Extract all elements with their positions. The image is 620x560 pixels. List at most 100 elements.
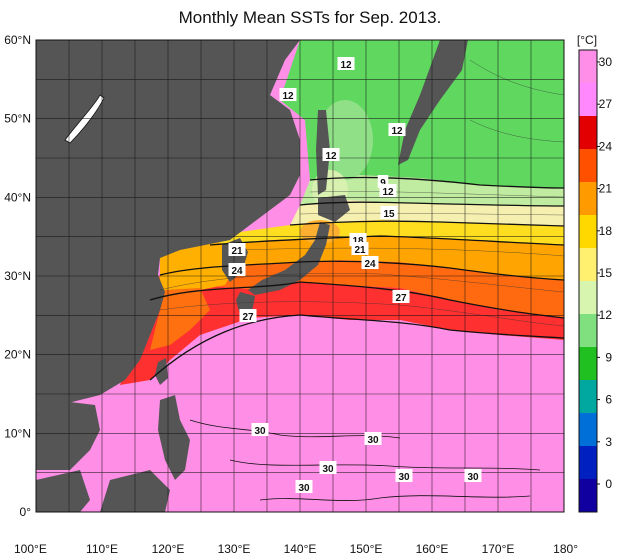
isotherm-label: 12 xyxy=(337,57,355,71)
isotherm-label: 27 xyxy=(239,309,257,323)
colorbar-tick-label: 9 xyxy=(605,350,612,364)
svg-text:27: 27 xyxy=(242,312,254,323)
isotherm-label: 30 xyxy=(395,469,413,483)
isotherm-label: 12 xyxy=(388,123,406,137)
latitude-tick-label: 50°N xyxy=(4,112,31,126)
isotherm-label: 12 xyxy=(279,88,297,102)
svg-text:30: 30 xyxy=(467,472,479,483)
svg-text:12: 12 xyxy=(382,187,394,198)
colorbar-swatch xyxy=(579,248,597,282)
isotherm-label: 21 xyxy=(228,243,246,257)
colorbar-swatch xyxy=(579,116,597,150)
svg-text:24: 24 xyxy=(231,266,243,277)
latitude-labels: 60°N 50°N 40°N 30°N 20°N 10°N 0° xyxy=(4,33,31,519)
band-15 xyxy=(290,200,564,226)
isotherm-label: 30 xyxy=(464,469,482,483)
latitude-tick-label: 60°N xyxy=(4,33,31,47)
colorbar-swatch xyxy=(579,347,597,381)
svg-text:30: 30 xyxy=(298,483,310,494)
colorbar-swatch xyxy=(579,83,597,117)
colorbar-swatch xyxy=(579,182,597,216)
colorbar-tick-label: 6 xyxy=(605,393,612,407)
svg-text:30: 30 xyxy=(367,435,379,446)
longitude-tick-label: 140°E xyxy=(284,542,317,556)
fine-contours xyxy=(159,59,564,327)
longitude-tick-label: 110°E xyxy=(86,542,118,556)
longitude-tick-label: 160°E xyxy=(416,542,449,556)
svg-text:18: 18 xyxy=(352,236,364,247)
colorbar-tick-label: 27 xyxy=(599,97,613,111)
philippines xyxy=(158,395,190,480)
latitude-tick-label: 30°N xyxy=(4,269,31,283)
hokkaido xyxy=(318,195,350,222)
svg-text:12: 12 xyxy=(391,126,403,137)
longitude-tick-label: 120°E xyxy=(152,542,185,556)
isotherm-label: 24 xyxy=(361,256,379,270)
latitude-tick-label: 40°N xyxy=(4,190,31,204)
colorbar-tick-label: 12 xyxy=(599,308,613,322)
band-27 xyxy=(120,282,564,385)
honshu xyxy=(248,222,330,295)
svg-text:30: 30 xyxy=(254,426,266,437)
colorbar-swatch xyxy=(579,50,597,84)
latitude-tick-label: 20°N xyxy=(4,348,31,362)
svg-text:15: 15 xyxy=(383,209,395,220)
colorbar-swatch xyxy=(579,281,597,315)
china-coast-orange xyxy=(150,288,210,350)
isotherm-label: 24 xyxy=(228,263,246,277)
band-18 xyxy=(210,220,564,245)
isotherm-label: 12 xyxy=(379,184,397,198)
colorbar-tick-label: 3 xyxy=(605,435,612,449)
isotherm-label: 9 xyxy=(377,175,389,189)
colorbar-swatch xyxy=(579,314,597,348)
isotherm-label: 30 xyxy=(364,432,382,446)
colorbar-swatch xyxy=(579,215,597,249)
map-frame xyxy=(35,39,565,513)
svg-text:12: 12 xyxy=(282,91,294,102)
band-24 xyxy=(150,260,564,318)
colorbar-swatch xyxy=(579,479,597,513)
isotherm-label: 15 xyxy=(380,206,398,220)
isotherm-label: 30 xyxy=(319,461,337,475)
longitude-tick-label: 130°E xyxy=(218,542,251,556)
taiwan xyxy=(155,358,168,385)
colorbar-swatch xyxy=(579,413,597,447)
lake-baikal xyxy=(64,94,105,144)
longitude-labels: 100°E 110°E 120°E 130°E 140°E 150°E 160°E 170°E… xyxy=(14,542,578,556)
kamchatka xyxy=(398,40,468,165)
svg-text:30: 30 xyxy=(398,472,410,483)
colorbar-swatch xyxy=(579,446,597,480)
svg-text:12: 12 xyxy=(325,151,337,162)
colorbar-frame xyxy=(578,49,598,513)
longitude-tick-label: 150°E xyxy=(350,542,383,556)
colorbar-swatch xyxy=(579,380,597,414)
indochina xyxy=(36,402,100,470)
svg-text:30: 30 xyxy=(322,464,334,475)
colorbar-swatch xyxy=(579,149,597,183)
colorbar-tick-label: 18 xyxy=(599,224,613,238)
latitude-tick-label: 0° xyxy=(20,505,32,519)
colorbar-tick-label: 21 xyxy=(599,182,613,196)
svg-text:21: 21 xyxy=(354,245,366,256)
isotherm-label: 30 xyxy=(251,423,269,437)
colorbar-tick-label: 30 xyxy=(599,55,613,69)
colorbar-unit: [°C] xyxy=(577,33,597,47)
map-title: Monthly Mean SSTs for Sep. 2013. xyxy=(178,8,442,27)
longitude-tick-label: 170°E xyxy=(482,542,515,556)
isotherm-label: 30 xyxy=(295,480,313,494)
latitude-tick-label: 10°N xyxy=(4,426,31,440)
isotherm-label: 21 xyxy=(351,242,369,256)
isotherm-label: 12 xyxy=(322,148,340,162)
svg-text:27: 27 xyxy=(395,293,407,304)
longitude-tick-label: 100°E xyxy=(14,542,47,556)
graticule xyxy=(36,40,564,512)
svg-text:24: 24 xyxy=(364,259,376,270)
malay-peninsula xyxy=(36,470,90,512)
longitude-tick-label: 180° xyxy=(553,542,578,556)
svg-text:21: 21 xyxy=(231,246,243,257)
svg-text:12: 12 xyxy=(340,60,352,71)
svg-text:9: 9 xyxy=(380,178,386,189)
